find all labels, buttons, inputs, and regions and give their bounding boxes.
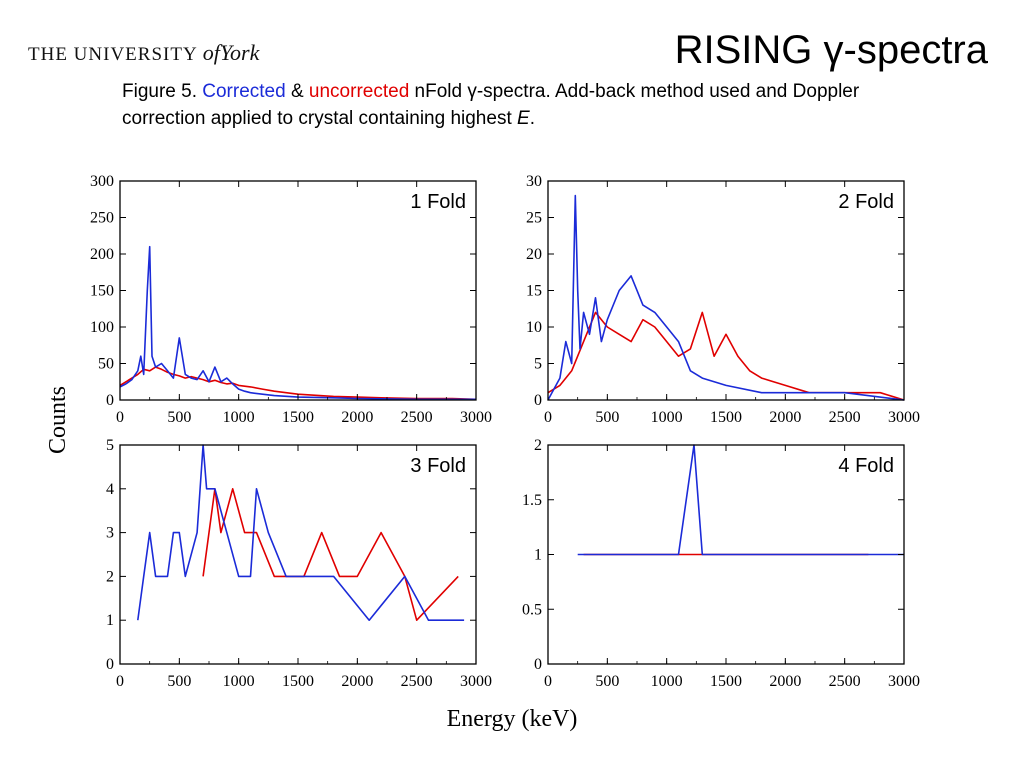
y-tick-label: 200: [90, 246, 114, 263]
university-logo: THE UNIVERSITY ofYork: [28, 40, 259, 66]
x-tick-label: 1500: [282, 409, 314, 426]
y-tick-label: 50: [98, 356, 114, 373]
x-tick-label: 1500: [282, 673, 314, 690]
x-tick-label: 2500: [401, 409, 433, 426]
caption-amp: &: [285, 81, 309, 102]
y-tick-label: 10: [526, 319, 542, 336]
y-tick-label: 2: [106, 568, 114, 585]
series-1-panel-2: [547, 311, 905, 401]
y-tick-label: 0: [534, 392, 542, 409]
x-tick-label: 3000: [460, 409, 492, 426]
panel-4: 0 500 1000 1500 2000 2500 3000 0 0.5 1 1.5 2 4 Fold: [522, 437, 920, 690]
panel-1: 0 500 1000 1500 2000 2500 3000 0 50 100 150 200 250 3…: [90, 173, 492, 426]
x-tick-label: 3000: [888, 673, 920, 690]
x-tick-label: 0: [544, 409, 552, 426]
y-tick-label: 5: [534, 356, 542, 373]
y-tick-label: 0: [534, 656, 542, 673]
x-tick-label: 2000: [341, 409, 373, 426]
panel-3: 0 500 1000 1500 2000 2500 3000 0 1 2 3 4 5 3 Fold: [106, 437, 492, 690]
logo-york: York: [219, 40, 260, 65]
y-axis-label: Counts: [45, 386, 71, 454]
x-tick-label: 2500: [401, 673, 433, 690]
y-tick-label: 20: [526, 246, 542, 263]
panel-label: 1 Fold: [410, 191, 466, 213]
x-tick-label: 0: [544, 673, 552, 690]
y-tick-label: 300: [90, 173, 114, 190]
plot-frame-1: [119, 180, 477, 401]
y-tick-label: 250: [90, 210, 114, 227]
caption-uncorrected: uncorrected: [308, 81, 410, 102]
logo-prefix: THE UNIVERSITY: [28, 44, 197, 65]
x-tick-label: 500: [595, 673, 619, 690]
y-tick-label: 1.5: [522, 492, 542, 509]
x-tick-label: 1000: [651, 673, 683, 690]
y-tick-label: 1: [534, 547, 542, 564]
panels-group: 0 500 1000 1500 2000 2500 30000501001502002503…: [90, 173, 920, 690]
panel-label: 2 Fold: [838, 191, 894, 213]
series-2-panel-2: [547, 194, 905, 401]
x-tick-label: 2000: [769, 673, 801, 690]
x-tick-label: 2500: [829, 673, 861, 690]
figure-caption: Figure 5. Corrected & uncorrected nFold …: [122, 78, 882, 132]
plot-frame-3: [119, 444, 477, 665]
y-tick-label: 150: [90, 283, 114, 300]
caption-corrected: Corrected: [202, 81, 286, 102]
x-tick-label: 500: [595, 409, 619, 426]
panel-label: 4 Fold: [838, 455, 894, 477]
page-title: RISING γ-spectra: [674, 28, 988, 72]
caption-end: .: [529, 108, 535, 129]
x-tick-label: 0: [116, 673, 124, 690]
series-2-panel-4: [577, 444, 904, 556]
y-tick-label: 3: [106, 525, 114, 542]
x-axis-label: Energy (keV): [447, 706, 578, 732]
x-tick-label: 0: [116, 409, 124, 426]
series-2-panel-1: [119, 245, 476, 401]
y-tick-label: 2: [534, 437, 542, 454]
panel-2: 0 500 1000 1500 2000 2500 3000 0 5 10 15 20 25 30 2 Fo…: [526, 173, 920, 426]
y-tick-label: 100: [90, 319, 114, 336]
y-tick-label: 0: [106, 392, 114, 409]
x-tick-label: 1000: [651, 409, 683, 426]
x-tick-label: 1000: [223, 673, 255, 690]
x-tick-label: 1000: [223, 409, 255, 426]
y-tick-label: 15: [526, 283, 542, 300]
y-tick-label: 0: [106, 656, 114, 673]
y-tick-label: 4: [106, 481, 114, 498]
x-tick-label: 2000: [341, 673, 373, 690]
y-tick-label: 1: [106, 612, 114, 629]
caption-rest: nFold γ-spectra. Add-back method used an…: [122, 81, 860, 129]
series-1-panel-1: [119, 366, 477, 401]
x-tick-label: 3000: [888, 409, 920, 426]
x-tick-label: 2500: [829, 409, 861, 426]
x-tick-label: 500: [167, 673, 191, 690]
series-2-panel-3: [137, 444, 465, 621]
logo-of: of: [202, 40, 220, 65]
x-tick-label: 1500: [710, 673, 742, 690]
series-1-panel-3: [202, 488, 459, 621]
x-tick-label: 500: [167, 409, 191, 426]
y-tick-label: 0.5: [522, 601, 542, 618]
caption-prefix: Figure 5.: [122, 81, 203, 102]
x-tick-label: 3000: [460, 673, 492, 690]
y-tick-label: 25: [526, 210, 542, 227]
y-tick-label: 5: [106, 437, 114, 454]
x-tick-label: 1500: [710, 409, 742, 426]
x-tick-label: 2000: [769, 409, 801, 426]
plot-frame-2: [547, 180, 905, 401]
y-tick-label: 30: [526, 173, 542, 190]
panel-label: 3 Fold: [410, 455, 466, 477]
caption-italic: E: [517, 108, 530, 129]
